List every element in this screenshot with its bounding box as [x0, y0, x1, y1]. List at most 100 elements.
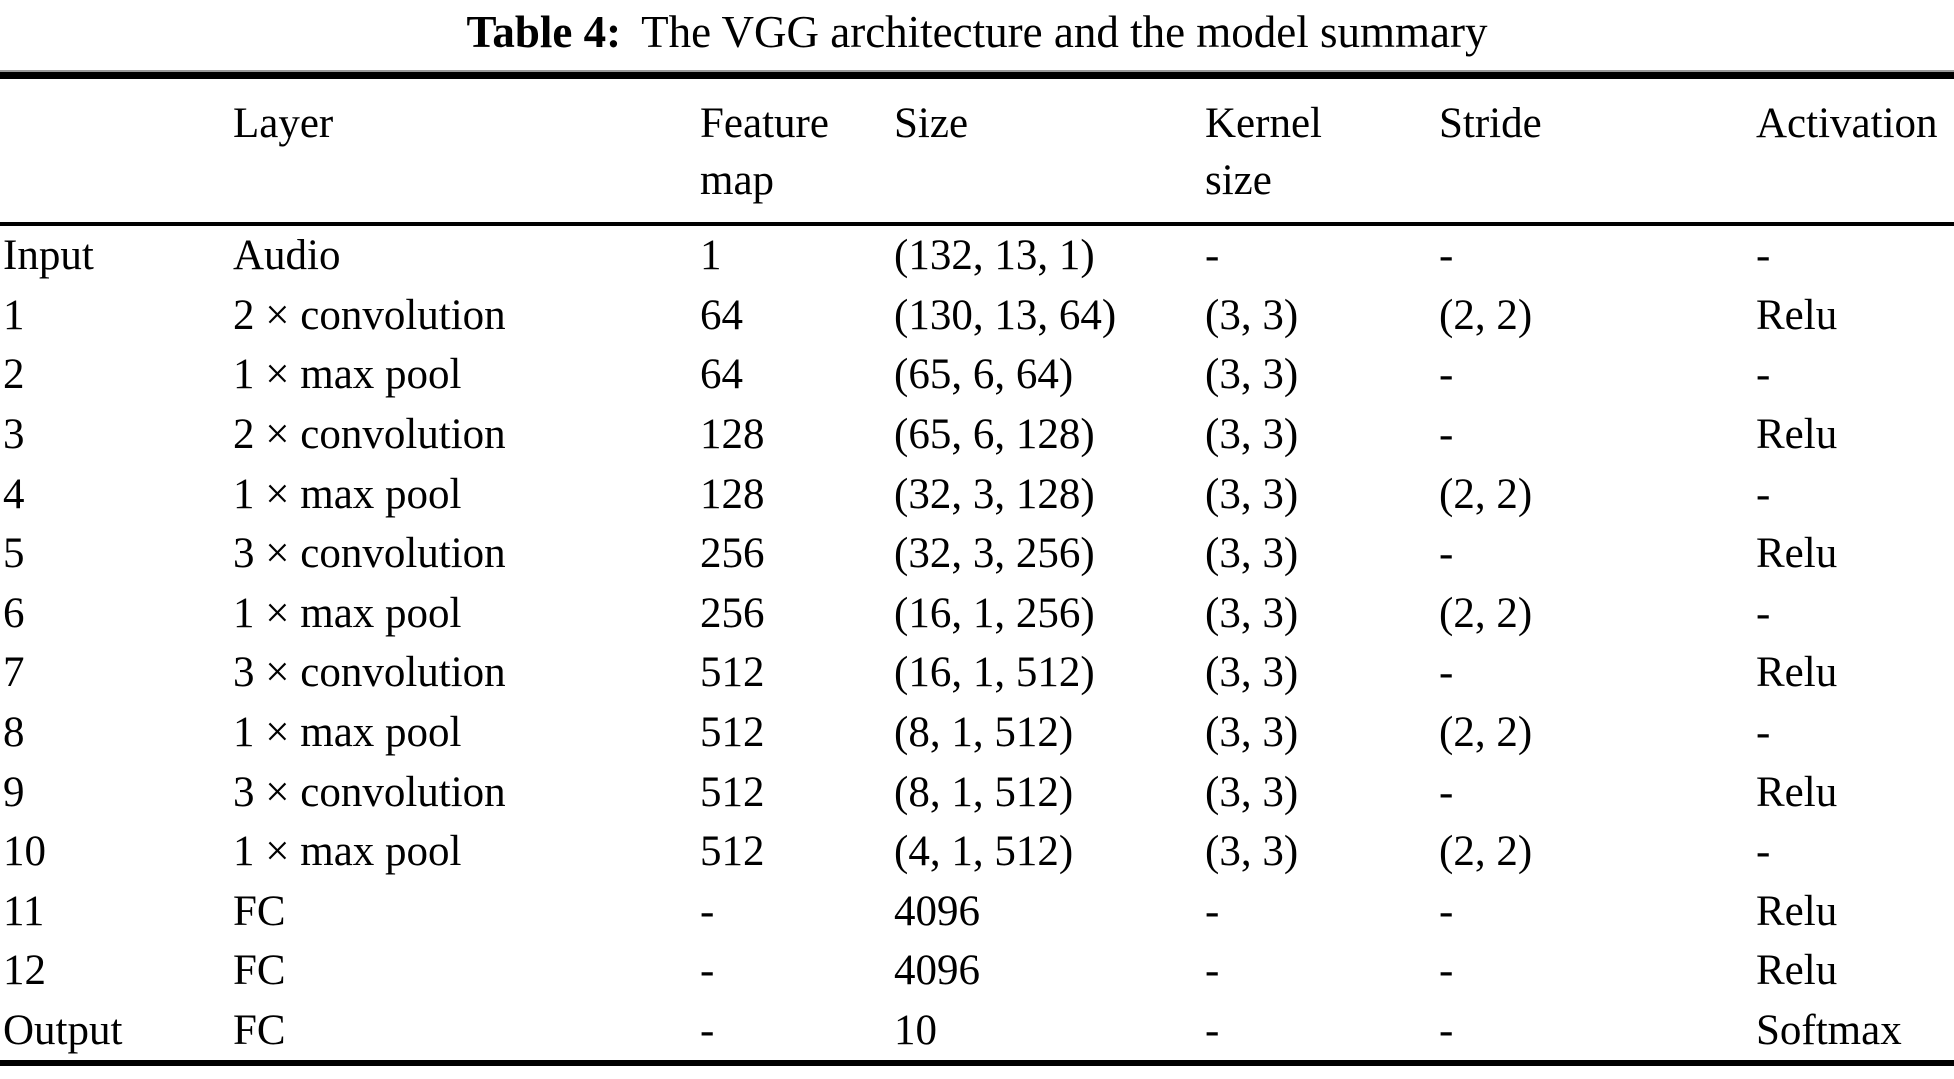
- layer-cell: 3 × convolution: [233, 649, 506, 697]
- table-bottom-rule: [0, 1060, 1954, 1067]
- activation-cell: -: [1756, 589, 1771, 637]
- column-header-size: Size: [894, 95, 1205, 222]
- kernel-size-cell: (3, 3): [1205, 291, 1299, 339]
- activation-cell: -: [1756, 232, 1771, 280]
- table-caption-label: Table 4:: [466, 7, 622, 57]
- stride-cell: -: [1439, 1007, 1454, 1055]
- kernel-size-cell: (3, 3): [1205, 649, 1299, 697]
- row-label-cell: 1: [3, 291, 25, 339]
- size-cell: 4096: [894, 947, 980, 995]
- size-cell: (130, 13, 64): [894, 291, 1117, 339]
- header-line: map: [700, 157, 775, 204]
- stride-cell: -: [1439, 232, 1454, 280]
- row-label-cell: 2: [3, 351, 25, 399]
- layer-cell: 1 × max pool: [233, 470, 462, 518]
- row-label-cell: 4: [3, 470, 25, 518]
- stride-cell: (2, 2): [1439, 470, 1533, 518]
- feature-map-cell: 64: [700, 291, 743, 339]
- kernel-size-cell: (3, 3): [1205, 530, 1299, 578]
- table-top-rule: [0, 70, 1954, 79]
- size-cell: (32, 3, 128): [894, 470, 1095, 518]
- stride-cell: -: [1439, 411, 1454, 459]
- layer-cell: 1 × max pool: [233, 709, 462, 757]
- kernel-size-cell: (3, 3): [1205, 709, 1299, 757]
- header-line: Kernel: [1205, 100, 1322, 147]
- layer-cell: 2 × convolution: [233, 411, 506, 459]
- stride-cell: -: [1439, 887, 1454, 935]
- layer-cell: 1 × max pool: [233, 828, 462, 876]
- layer-cell: 1 × max pool: [233, 589, 462, 637]
- size-cell: (65, 6, 128): [894, 411, 1095, 459]
- activation-cell: -: [1756, 470, 1771, 518]
- layer-cell: 3 × convolution: [233, 530, 506, 578]
- header-line: Stride: [1439, 100, 1542, 147]
- activation-cell: -: [1756, 709, 1771, 757]
- header-line: Layer: [233, 100, 334, 147]
- row-label-cell: 5: [3, 530, 25, 578]
- layer-cell: 1 × max pool: [233, 351, 462, 399]
- activation-cell: -: [1756, 351, 1771, 399]
- column-header-activation: Activation: [1756, 95, 1954, 222]
- row-label-cell: 11: [3, 887, 45, 935]
- kernel-size-cell: (3, 3): [1205, 411, 1299, 459]
- activation-cell: Relu: [1756, 411, 1838, 459]
- size-cell: 4096: [894, 887, 980, 935]
- activation-cell: Relu: [1756, 887, 1838, 935]
- size-cell: (8, 1, 512): [894, 768, 1074, 816]
- kernel-size-cell: (3, 3): [1205, 470, 1299, 518]
- activation-cell: Relu: [1756, 291, 1838, 339]
- kernel-size-cell: (3, 3): [1205, 768, 1299, 816]
- column-header-layer: Layer: [233, 95, 700, 222]
- row-label-cell: 10: [3, 828, 46, 876]
- layer-cell: FC: [233, 947, 286, 995]
- header-line: Feature: [700, 100, 829, 147]
- activation-cell: Relu: [1756, 649, 1838, 697]
- column-header-stride: Stride: [1439, 95, 1756, 222]
- stride-cell: (2, 2): [1439, 589, 1533, 637]
- kernel-size-cell: -: [1205, 1007, 1220, 1055]
- kernel-size-cell: (3, 3): [1205, 589, 1299, 637]
- row-label-cell: 6: [3, 589, 25, 637]
- activation-cell: Relu: [1756, 947, 1838, 995]
- feature-map-cell: -: [700, 1007, 715, 1055]
- table-caption-text: The VGG architecture and the model summa…: [641, 7, 1488, 57]
- activation-cell: Softmax: [1756, 1007, 1902, 1055]
- stride-cell: -: [1439, 351, 1454, 399]
- activation-cell: Relu: [1756, 530, 1838, 578]
- size-cell: (8, 1, 512): [894, 709, 1074, 757]
- feature-map-cell: 256: [700, 589, 765, 637]
- size-cell: (32, 3, 256): [894, 530, 1095, 578]
- column-header-kernel-size: Kernel size: [1205, 95, 1439, 222]
- kernel-size-cell: -: [1205, 232, 1220, 280]
- stride-cell: -: [1439, 947, 1454, 995]
- row-label-cell: 3: [3, 411, 25, 459]
- feature-map-cell: 512: [700, 828, 765, 876]
- layer-cell: FC: [233, 887, 286, 935]
- feature-map-cell: 256: [700, 530, 765, 578]
- stride-cell: -: [1439, 649, 1454, 697]
- size-cell: (16, 1, 512): [894, 649, 1095, 697]
- layer-cell: Audio: [233, 232, 341, 280]
- feature-map-cell: 512: [700, 768, 765, 816]
- size-cell: (16, 1, 256): [894, 589, 1095, 637]
- table-header-row: Layer Feature map Size Kernel size Strid…: [0, 79, 1954, 222]
- row-label-cell: Output: [3, 1007, 123, 1055]
- feature-map-cell: 64: [700, 351, 743, 399]
- kernel-size-cell: -: [1205, 887, 1220, 935]
- row-label-cell: 8: [3, 709, 25, 757]
- feature-map-cell: -: [700, 947, 715, 995]
- header-line: size: [1205, 157, 1272, 204]
- column-header-feature-map: Feature map: [700, 95, 894, 222]
- stride-cell: (2, 2): [1439, 828, 1533, 876]
- kernel-size-cell: (3, 3): [1205, 828, 1299, 876]
- table-body: Input Audio 1 (132, 13, 1) - - - 1 2 × convoluti…: [0, 226, 1954, 1060]
- size-cell: (65, 6, 64): [894, 351, 1074, 399]
- kernel-size-cell: -: [1205, 947, 1220, 995]
- column-header-empty: [0, 95, 233, 222]
- feature-map-cell: -: [700, 887, 715, 935]
- row-label-cell: 7: [3, 649, 25, 697]
- stride-cell: (2, 2): [1439, 709, 1533, 757]
- layer-cell: 3 × convolution: [233, 768, 506, 816]
- table-caption: Table 4: The VGG architecture and the mod…: [0, 0, 1954, 70]
